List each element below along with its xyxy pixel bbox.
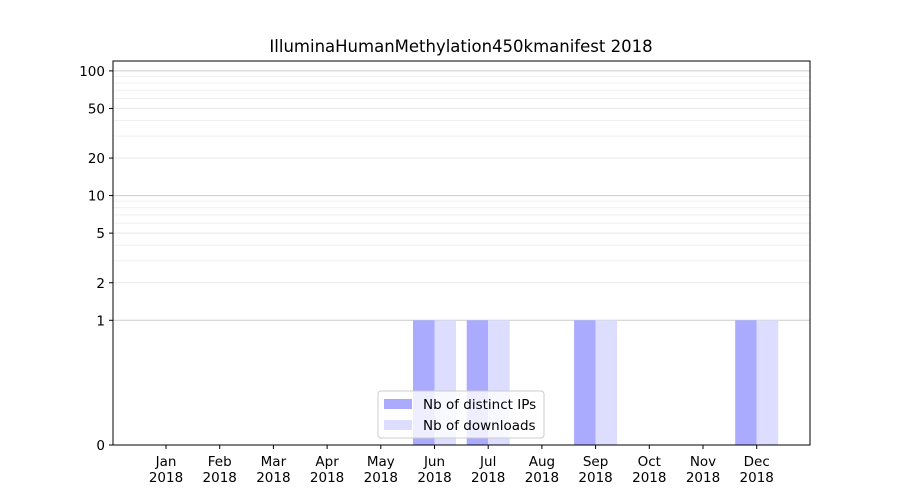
- y-axis-ticks: 0 1 2 5 10 20 50 100: [79, 64, 113, 454]
- x-tick-label: 2018: [149, 470, 183, 486]
- x-tick-label: Sep: [583, 454, 608, 470]
- x-tick-label: Mar: [261, 454, 287, 470]
- bar: [756, 320, 779, 445]
- bar: [735, 320, 757, 445]
- x-tick-label: 2018: [525, 470, 559, 486]
- x-tick-label: Apr: [315, 454, 339, 470]
- y-tick-label: 10: [88, 189, 105, 205]
- x-tick-label: Oct: [638, 454, 661, 470]
- legend-swatch: [384, 420, 412, 430]
- x-tick-label: 2018: [471, 470, 505, 486]
- x-tick-label: 2018: [686, 470, 720, 486]
- x-tick-label: 2018: [740, 470, 774, 486]
- x-tick-label: Jun: [423, 454, 445, 470]
- legend: Nb of distinct IPs Nb of downloads: [377, 390, 545, 439]
- grid-lines: [113, 70, 810, 446]
- x-tick-label: 2018: [203, 470, 237, 486]
- y-tick-label: 2: [96, 276, 105, 292]
- x-tick-label: 2018: [578, 470, 612, 486]
- x-tick-label: May: [367, 454, 395, 470]
- x-tick-label: Nov: [690, 454, 716, 470]
- x-tick-label: Feb: [208, 454, 232, 470]
- plot-frame: [112, 60, 811, 446]
- x-tick-label: 2018: [310, 470, 344, 486]
- y-tick-label: 0: [96, 438, 105, 454]
- x-tick-label: Dec: [744, 454, 770, 470]
- legend-label: Nb of downloads: [423, 418, 536, 434]
- x-axis-ticks: Jan2018Feb2018Mar2018Apr2018May2018Jun20…: [149, 445, 774, 486]
- legend-box: [377, 390, 545, 439]
- y-tick-label: 100: [79, 64, 105, 80]
- bar: [595, 320, 618, 445]
- x-tick-label: Jan: [155, 454, 177, 470]
- x-tick-label: 2018: [364, 470, 398, 486]
- y-tick-label: 1: [96, 313, 105, 329]
- legend-swatch: [384, 399, 412, 409]
- x-tick-label: Jul: [479, 454, 496, 470]
- x-tick-label: 2018: [417, 470, 451, 486]
- legend-label: Nb of distinct IPs: [423, 397, 536, 413]
- x-tick-label: 2018: [256, 470, 290, 486]
- bar: [574, 320, 596, 445]
- y-tick-label: 5: [96, 226, 105, 242]
- x-tick-label: 2018: [632, 470, 666, 486]
- x-tick-label: Aug: [529, 454, 555, 470]
- y-tick-label: 20: [88, 151, 105, 167]
- chart-title: IlluminaHumanMethylation450kmanifest 201…: [269, 37, 652, 56]
- y-tick-label: 50: [88, 101, 105, 117]
